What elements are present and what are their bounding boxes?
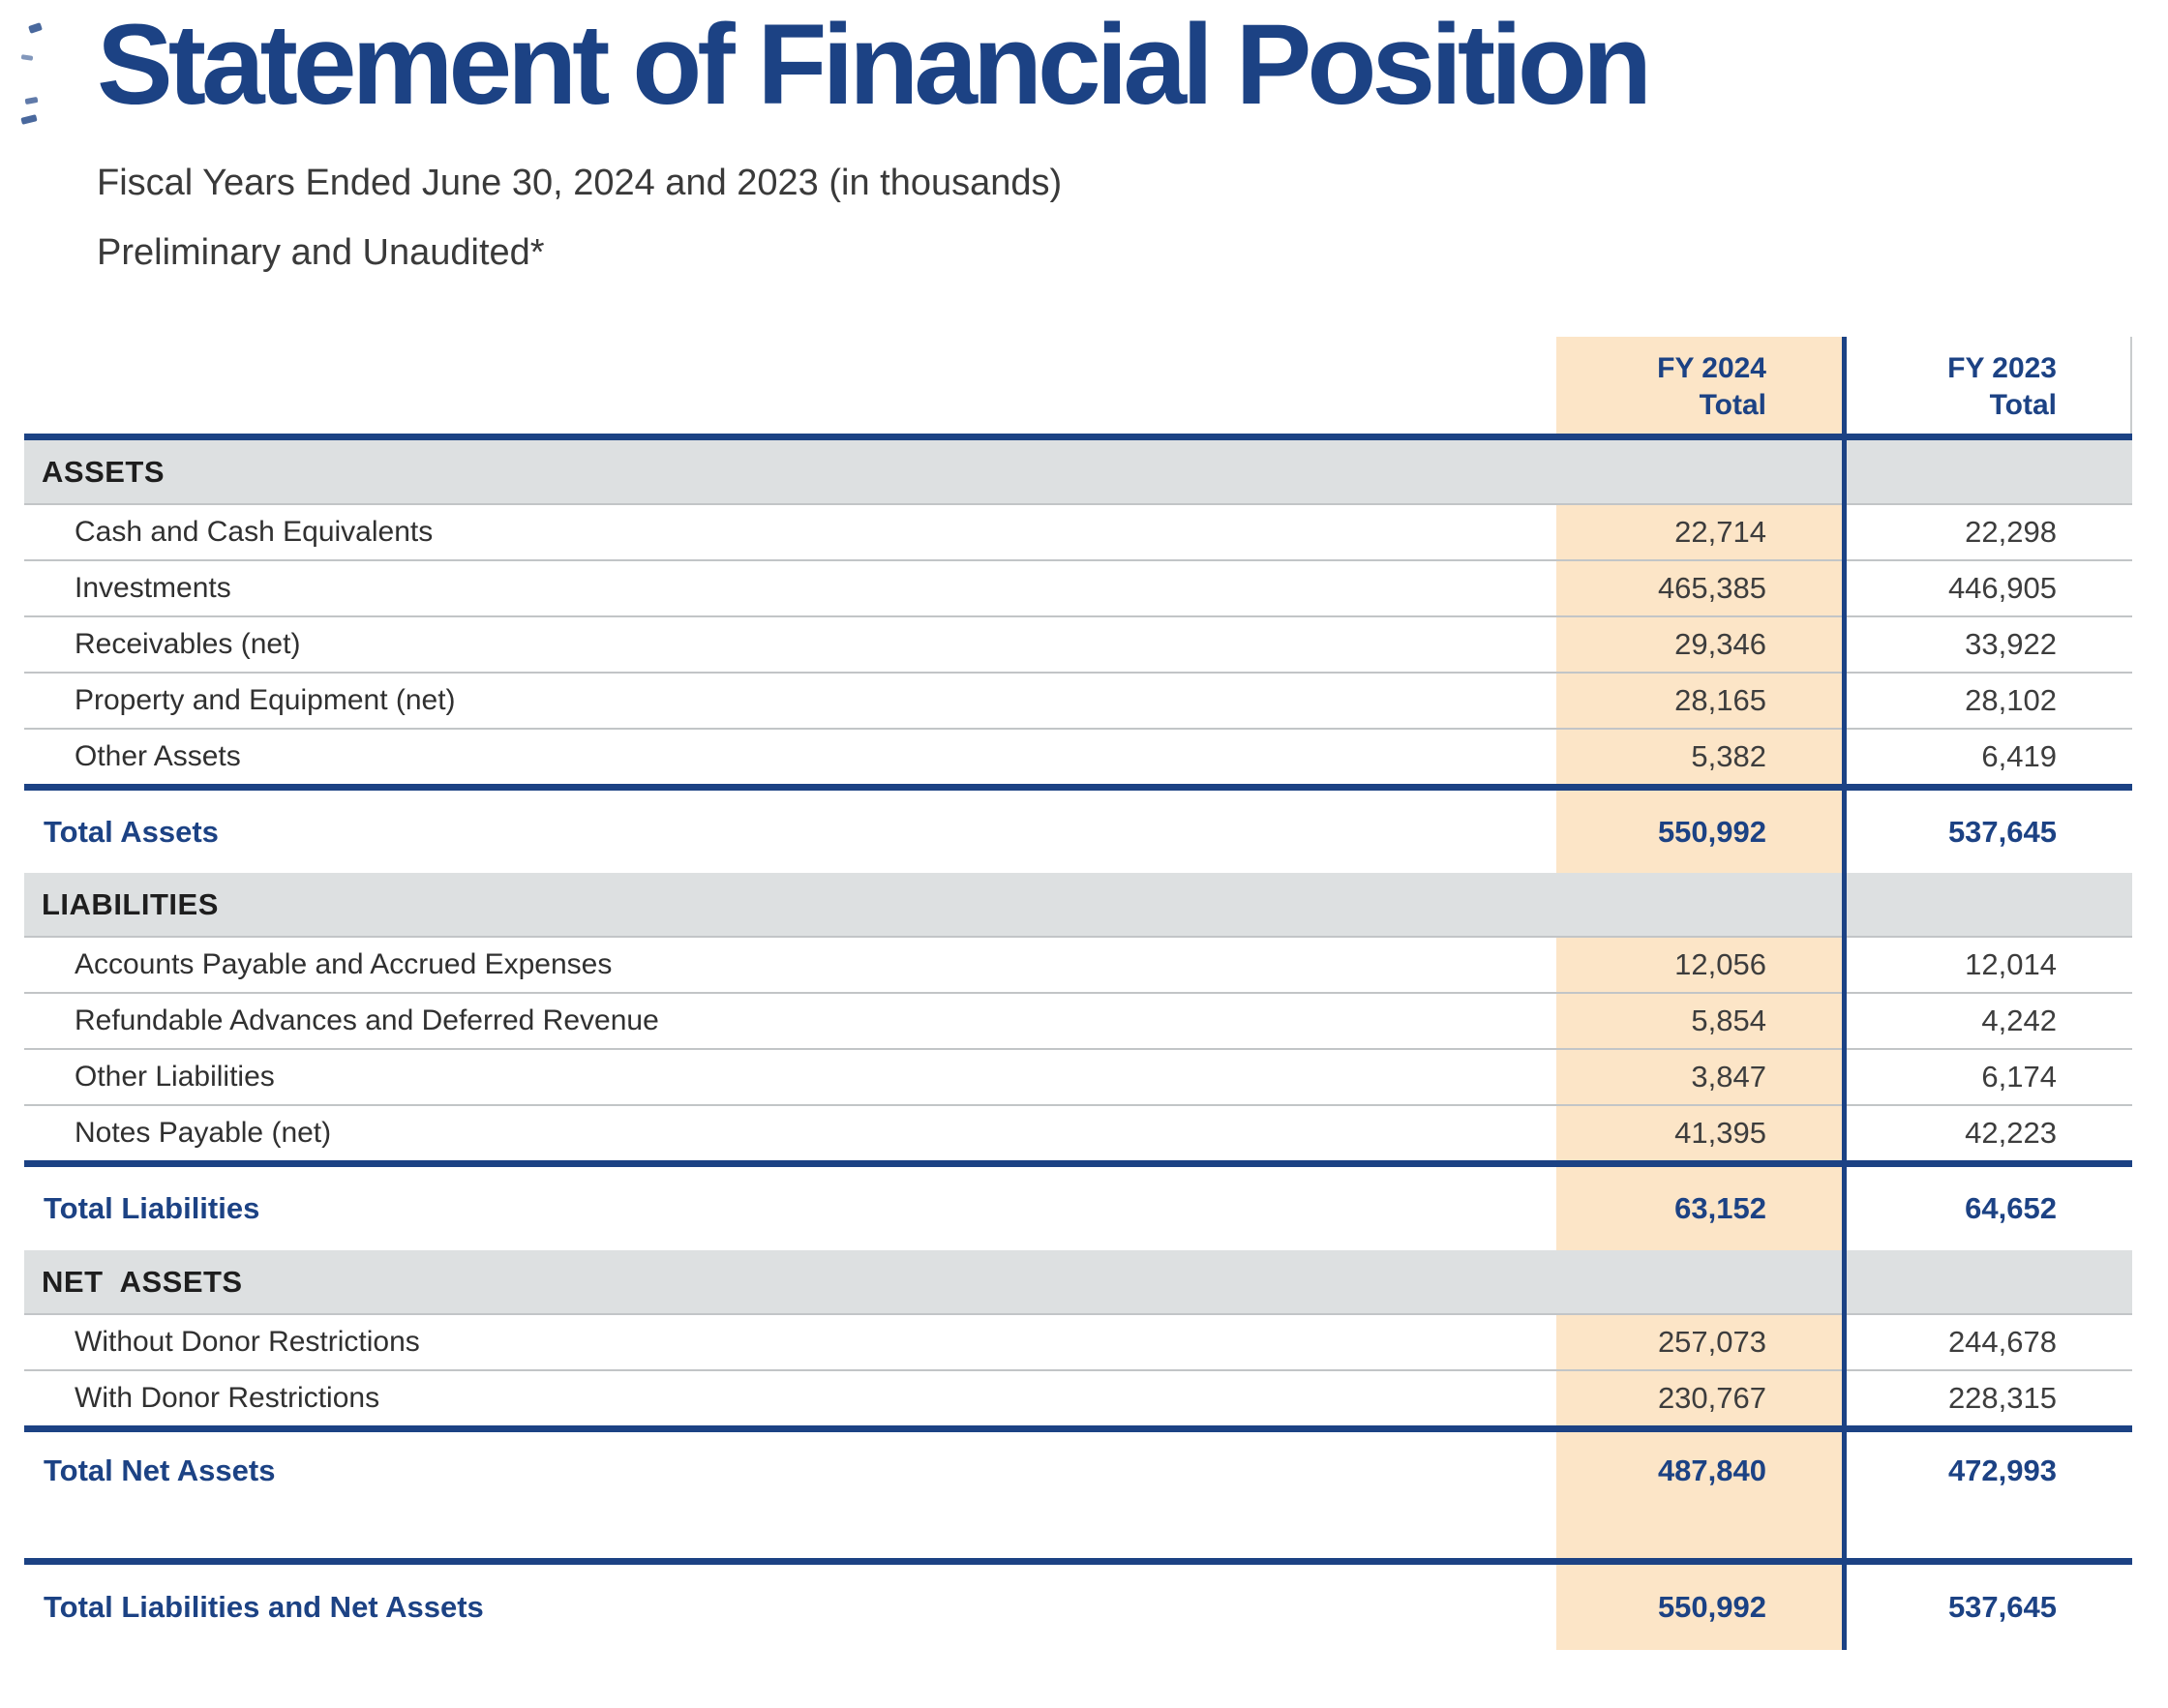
row-label: Without Donor Restrictions xyxy=(75,1326,420,1358)
row-label: Refundable Advances and Deferred Revenue xyxy=(75,1004,659,1036)
column-header-fy2023: FY 2023 Total xyxy=(1842,337,2132,434)
row-value-fy2024: 28,165 xyxy=(1674,683,1766,717)
header-right-rule xyxy=(2130,337,2132,434)
row-value-fy2024: 465,385 xyxy=(1657,571,1766,605)
edge-artifact-mark xyxy=(20,114,38,125)
total-value-fy2024: 550,992 xyxy=(1657,1590,1766,1624)
section-cell xyxy=(1842,873,2132,936)
total-value-fy2023: 64,652 xyxy=(1965,1191,2057,1225)
section-header-net-assets: NET ASSETS xyxy=(24,1250,2132,1313)
row-label: With Donor Restrictions xyxy=(75,1382,380,1414)
section-cell xyxy=(1556,873,1842,936)
total-value-fy2024: 63,152 xyxy=(1674,1191,1766,1225)
table-row: Property and Equipment (net) 28,165 28,1… xyxy=(24,672,2132,728)
table-row: Cash and Cash Equivalents 22,714 22,298 xyxy=(24,503,2132,559)
section-cell xyxy=(1556,1250,1842,1313)
statement-table: FY 2024 Total FY 2023 Total ASSETS Cash … xyxy=(24,337,2132,1650)
row-value-fy2023: 12,014 xyxy=(1965,947,2057,981)
total-liabilities-and-net-assets-row: Total Liabilities and Net Assets 550,992… xyxy=(24,1565,2132,1650)
row-value-fy2024: 3,847 xyxy=(1691,1060,1766,1094)
total-label: Total Net Assets xyxy=(44,1453,276,1487)
row-label: Other Liabilities xyxy=(75,1061,275,1093)
row-label: Accounts Payable and Accrued Expenses xyxy=(75,948,613,980)
row-label: Property and Equipment (net) xyxy=(75,684,456,716)
total-value-fy2023: 537,645 xyxy=(1947,1590,2057,1624)
edge-artifact-mark xyxy=(28,22,43,34)
rule-below-header xyxy=(24,434,2132,440)
table-row: Without Donor Restrictions 257,073 244,6… xyxy=(24,1313,2132,1369)
page-title: Statement of Financial Position xyxy=(97,1,1652,129)
row-label: Investments xyxy=(75,572,231,604)
table-row: Accounts Payable and Accrued Expenses 12… xyxy=(24,936,2132,992)
fy2023-total-label: Total xyxy=(1989,389,2057,421)
section-cell xyxy=(1842,1250,2132,1313)
subtitle-preliminary: Preliminary and Unaudited* xyxy=(97,232,545,273)
table-row: Refundable Advances and Deferred Revenue… xyxy=(24,992,2132,1048)
row-value-fy2024: 230,767 xyxy=(1657,1381,1766,1415)
row-value-fy2024: 12,056 xyxy=(1674,947,1766,981)
table-row: Investments 465,385 446,905 xyxy=(24,559,2132,615)
rule-above-total-liabilities xyxy=(24,1160,2132,1167)
total-label: Total Liabilities and Net Assets xyxy=(44,1590,484,1624)
section-label: ASSETS xyxy=(42,454,166,489)
row-label: Cash and Cash Equivalents xyxy=(75,516,434,548)
table-row: Other Liabilities 3,847 6,174 xyxy=(24,1048,2132,1104)
row-value-fy2024: 22,714 xyxy=(1674,515,1766,549)
row-value-fy2024: 5,854 xyxy=(1691,1004,1766,1037)
rule-above-grand-total xyxy=(24,1558,2132,1565)
fy2024-total-label: Total xyxy=(1699,389,1766,421)
total-label: Total Liabilities xyxy=(44,1191,260,1225)
table-header-row: FY 2024 Total FY 2023 Total xyxy=(24,337,2132,434)
row-value-fy2023: 42,223 xyxy=(1965,1116,2057,1150)
row-value-fy2023: 244,678 xyxy=(1947,1325,2057,1359)
row-label: Receivables (net) xyxy=(75,628,301,660)
total-assets-row: Total Assets 550,992 537,645 xyxy=(24,791,2132,873)
row-value-fy2024: 29,346 xyxy=(1674,627,1766,661)
total-value-fy2024: 487,840 xyxy=(1657,1453,1766,1487)
row-value-fy2024: 41,395 xyxy=(1674,1116,1766,1150)
total-value-fy2024: 550,992 xyxy=(1657,814,1766,849)
fy2023-label: FY 2023 xyxy=(1947,352,2057,384)
subtitle-fiscal-years: Fiscal Years Ended June 30, 2024 and 202… xyxy=(97,163,1063,203)
table-row: With Donor Restrictions 230,767 228,315 xyxy=(24,1369,2132,1425)
row-value-fy2023: 33,922 xyxy=(1965,627,2057,661)
edge-artifact-mark xyxy=(20,54,34,61)
row-value-fy2023: 6,419 xyxy=(1981,739,2057,773)
section-header-assets: ASSETS xyxy=(24,440,2132,503)
table-row: Other Assets 5,382 6,419 xyxy=(24,728,2132,784)
column-header-fy2024: FY 2024 Total xyxy=(1556,337,1842,434)
row-value-fy2024: 257,073 xyxy=(1657,1325,1766,1359)
section-label: LIABILITIES xyxy=(42,886,219,921)
section-cell xyxy=(1556,440,1842,503)
edge-artifact-mark xyxy=(24,96,39,105)
header-spacer xyxy=(24,337,1556,434)
column-divider-rule xyxy=(1842,337,1847,1650)
rule-above-total-assets xyxy=(24,784,2132,791)
row-value-fy2023: 228,315 xyxy=(1947,1381,2057,1415)
total-liabilities-row: Total Liabilities 63,152 64,652 xyxy=(24,1167,2132,1250)
row-value-fy2024: 5,382 xyxy=(1691,739,1766,773)
row-value-fy2023: 22,298 xyxy=(1965,515,2057,549)
section-cell xyxy=(1842,440,2132,503)
section-label: NET ASSETS xyxy=(42,1264,243,1299)
row-value-fy2023: 28,102 xyxy=(1965,683,2057,717)
total-value-fy2023: 537,645 xyxy=(1947,814,2057,849)
row-value-fy2023: 6,174 xyxy=(1981,1060,2057,1094)
row-label: Notes Payable (net) xyxy=(75,1117,332,1149)
row-value-fy2023: 4,242 xyxy=(1981,1004,2057,1037)
section-header-liabilities: LIABILITIES xyxy=(24,873,2132,936)
total-value-fy2023: 472,993 xyxy=(1947,1453,2057,1487)
table-row: Notes Payable (net) 41,395 42,223 xyxy=(24,1104,2132,1160)
fy2024-label: FY 2024 xyxy=(1657,352,1766,384)
table-row: Receivables (net) 29,346 33,922 xyxy=(24,615,2132,672)
row-value-fy2023: 446,905 xyxy=(1947,571,2057,605)
total-net-assets-row: Total Net Assets 487,840 472,993 xyxy=(24,1432,2132,1558)
row-label: Other Assets xyxy=(75,740,241,772)
total-label: Total Assets xyxy=(44,814,219,849)
rule-above-total-net-assets xyxy=(24,1425,2132,1432)
